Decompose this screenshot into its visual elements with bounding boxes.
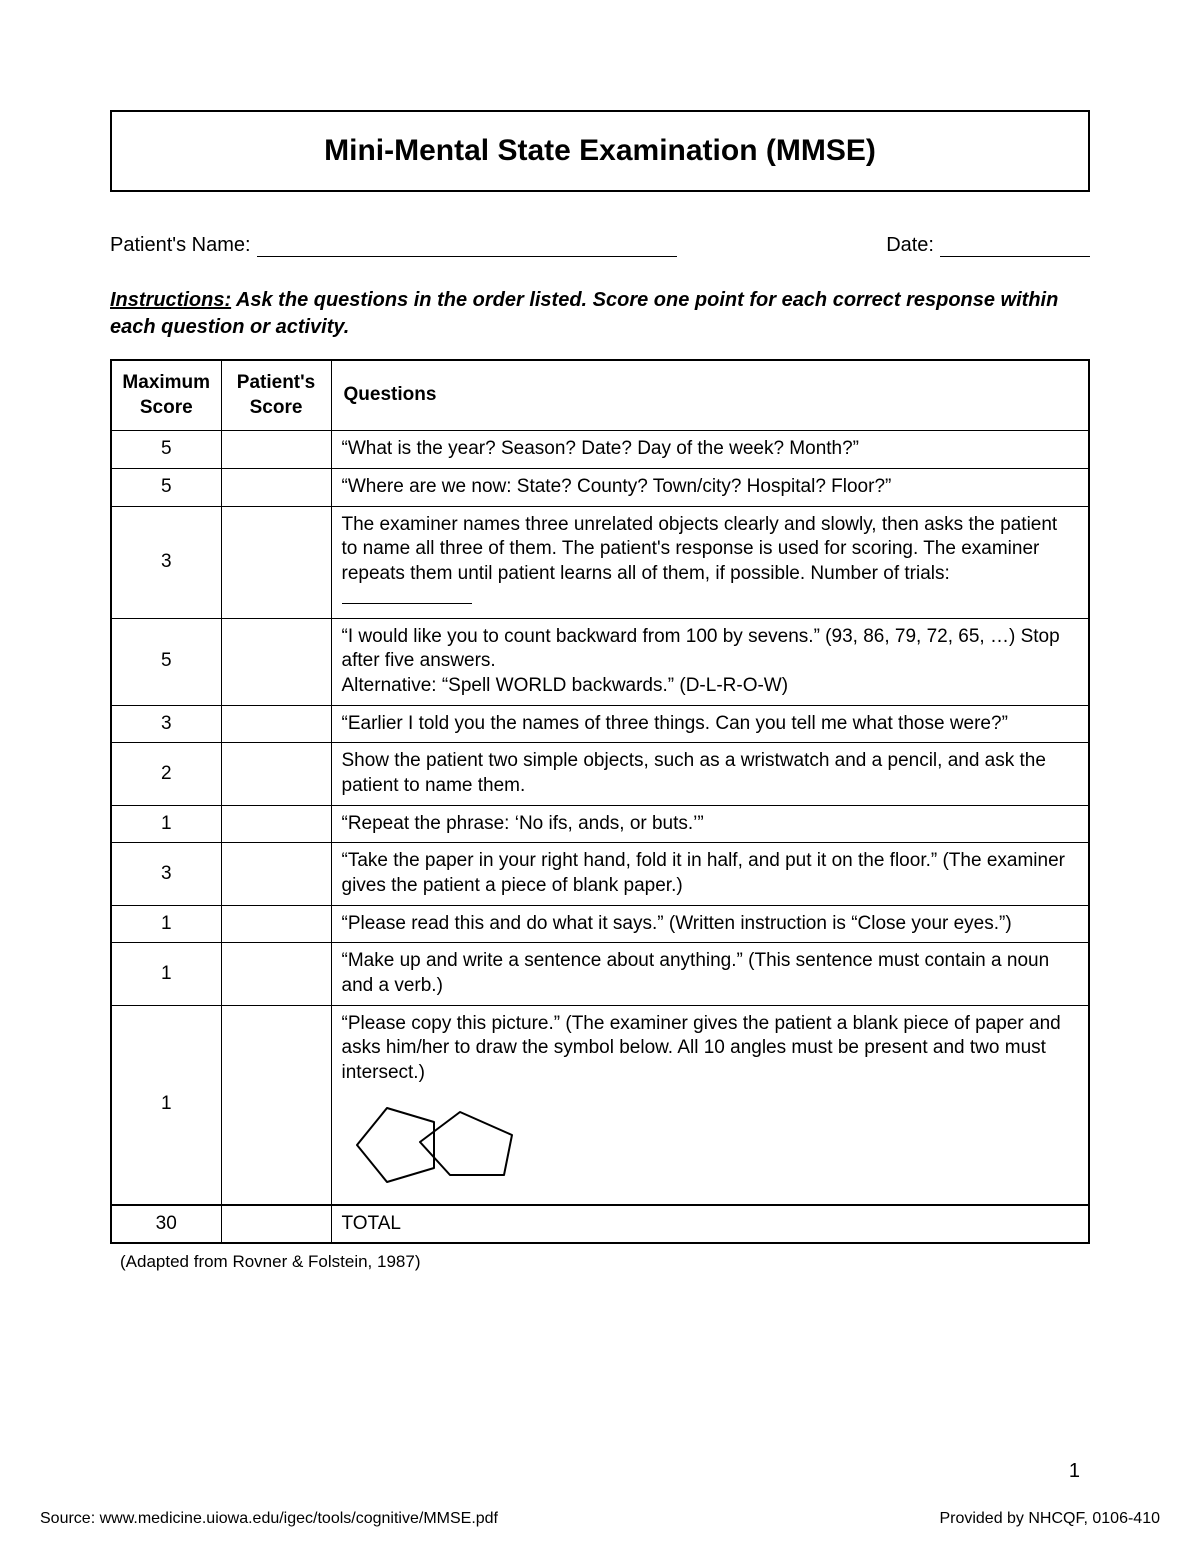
max-score-cell: 5 <box>111 618 221 705</box>
max-score-cell: 3 <box>111 843 221 905</box>
footer-source: Source: www.medicine.uiowa.edu/igec/tool… <box>40 1510 498 1528</box>
max-score-cell: 3 <box>111 705 221 743</box>
question-cell: “Make up and write a sentence about anyt… <box>331 943 1089 1005</box>
question-text: The examiner names three unrelated objec… <box>342 514 1058 584</box>
total-patient-cell[interactable] <box>221 1205 331 1244</box>
max-score-cell: 2 <box>111 743 221 805</box>
table-row: 1 “Make up and write a sentence about any… <box>111 943 1089 1005</box>
title-box: Mini-Mental State Examination (MMSE) <box>110 110 1090 192</box>
question-cell: “Where are we now: State? County? Town/c… <box>331 469 1089 507</box>
patient-score-cell[interactable] <box>221 743 331 805</box>
question-cell: The examiner names three unrelated objec… <box>331 506 1089 618</box>
table-row: 3 “Take the paper in your right hand, fol… <box>111 843 1089 905</box>
instructions-text: Ask the questions in the order listed. S… <box>110 289 1058 338</box>
max-score-cell: 5 <box>111 431 221 469</box>
total-max-cell: 30 <box>111 1205 221 1244</box>
patient-name-field: Patient's Name: <box>110 234 677 257</box>
question-cell: “Take the paper in your right hand, fold… <box>331 843 1089 905</box>
header-patient-score: Patient's Score <box>221 360 331 431</box>
question-cell: “What is the year? Season? Date? Day of … <box>331 431 1089 469</box>
question-text: “Repeat the phrase: ‘No ifs, ands, or bu… <box>342 813 704 834</box>
max-score-cell: 1 <box>111 943 221 1005</box>
max-score-cell: 5 <box>111 469 221 507</box>
patient-score-cell[interactable] <box>221 469 331 507</box>
patient-score-cell[interactable] <box>221 1005 331 1204</box>
instructions-label: Instructions: <box>110 289 231 311</box>
pentagons-figure <box>342 1090 1079 1198</box>
date-field: Date: <box>886 234 1090 257</box>
question-text: “Please read this and do what it says.” … <box>342 913 1012 934</box>
patient-score-cell[interactable] <box>221 943 331 1005</box>
table-row: 3 “Earlier I told you the names of three … <box>111 705 1089 743</box>
header-max-score: Maximum Score <box>111 360 221 431</box>
table-row: 3 The examiner names three unrelated obje… <box>111 506 1089 618</box>
page-number: 1 <box>1069 1460 1080 1483</box>
patient-score-cell[interactable] <box>221 618 331 705</box>
page: Mini-Mental State Examination (MMSE) Pat… <box>0 0 1200 1553</box>
question-text: “Please copy this picture.” (The examine… <box>342 1013 1061 1083</box>
footer-provided: Provided by NHCQF, 0106-410 <box>939 1510 1160 1528</box>
trials-underline[interactable] <box>342 590 472 604</box>
question-text: “Where are we now: State? County? Town/c… <box>342 476 892 497</box>
question-text: “What is the year? Season? Date? Day of … <box>342 438 860 459</box>
table-row: 1 “Please read this and do what it says.”… <box>111 905 1089 943</box>
question-text: Show the patient two simple objects, suc… <box>342 750 1046 796</box>
max-score-cell: 3 <box>111 506 221 618</box>
question-text: “Make up and write a sentence about anyt… <box>342 950 1050 996</box>
adapted-note: (Adapted from Rovner & Folstein, 1987) <box>120 1252 1090 1272</box>
header-questions: Questions <box>331 360 1089 431</box>
footer: Source: www.medicine.uiowa.edu/igec/tool… <box>40 1510 1160 1528</box>
patient-score-cell[interactable] <box>221 431 331 469</box>
question-cell: “Earlier I told you the names of three t… <box>331 705 1089 743</box>
patient-score-cell[interactable] <box>221 506 331 618</box>
patient-score-cell[interactable] <box>221 905 331 943</box>
max-score-cell: 1 <box>111 805 221 843</box>
document-title: Mini-Mental State Examination (MMSE) <box>122 134 1078 168</box>
question-cell: “Repeat the phrase: ‘No ifs, ands, or bu… <box>331 805 1089 843</box>
max-score-cell: 1 <box>111 905 221 943</box>
table-row: 2 Show the patient two simple objects, su… <box>111 743 1089 805</box>
table-row: 5 “I would like you to count backward fro… <box>111 618 1089 705</box>
table-row: 1 “Repeat the phrase: ‘No ifs, ands, or b… <box>111 805 1089 843</box>
question-cell: “Please copy this picture.” (The examine… <box>331 1005 1089 1204</box>
question-cell: Show the patient two simple objects, suc… <box>331 743 1089 805</box>
total-label-cell: TOTAL <box>331 1205 1089 1244</box>
patient-name-label: Patient's Name: <box>110 234 251 257</box>
table-row: 5 “What is the year? Season? Date? Day of… <box>111 431 1089 469</box>
max-score-cell: 1 <box>111 1005 221 1204</box>
mmse-table: Maximum Score Patient's Score Questions … <box>110 359 1090 1244</box>
date-underline[interactable] <box>940 237 1090 257</box>
table-row: 1 “Please copy this picture.” (The examin… <box>111 1005 1089 1204</box>
question-cell: “I would like you to count backward from… <box>331 618 1089 705</box>
date-label: Date: <box>886 234 934 257</box>
patient-score-cell[interactable] <box>221 843 331 905</box>
patient-name-underline[interactable] <box>257 237 677 257</box>
question-text: “I would like you to count backward from… <box>342 626 1060 672</box>
question-cell: “Please read this and do what it says.” … <box>331 905 1089 943</box>
patient-score-cell[interactable] <box>221 805 331 843</box>
total-row: 30 TOTAL <box>111 1205 1089 1244</box>
fields-row: Patient's Name: Date: <box>110 234 1090 257</box>
question-text: “Take the paper in your right hand, fold… <box>342 850 1065 896</box>
table-row: 5 “Where are we now: State? County? Town/… <box>111 469 1089 507</box>
question-text: “Earlier I told you the names of three t… <box>342 713 1008 734</box>
table-header-row: Maximum Score Patient's Score Questions <box>111 360 1089 431</box>
instructions: Instructions: Ask the questions in the o… <box>110 287 1090 341</box>
question-text: Alternative: “Spell WORLD backwards.” (D… <box>342 675 789 696</box>
patient-score-cell[interactable] <box>221 705 331 743</box>
